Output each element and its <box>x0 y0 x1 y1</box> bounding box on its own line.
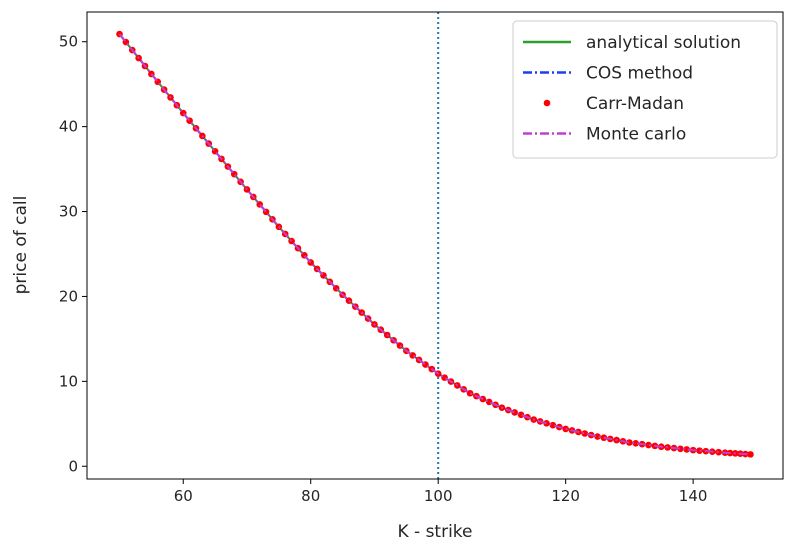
carr-madan-point <box>677 445 684 453</box>
carr-madan-point <box>581 430 589 437</box>
y-tick-label: 0 <box>68 457 78 475</box>
series-layer <box>116 30 754 458</box>
carr-madan-point <box>747 451 754 458</box>
carr-madan-point <box>683 446 691 453</box>
carr-madan-point <box>626 439 633 446</box>
x-tick-label: 80 <box>301 487 320 505</box>
carr-madan-point <box>345 297 353 304</box>
carr-madan-point <box>396 342 404 349</box>
carr-madan-point <box>594 433 601 440</box>
y-tick-label: 40 <box>59 118 78 136</box>
legend-box <box>512 20 778 159</box>
carr-madan-point <box>696 447 703 454</box>
x-tick-label: 140 <box>679 487 708 505</box>
legend-label-carr-madan: Carr-Madan <box>586 94 684 114</box>
carr-madan-point <box>288 237 295 245</box>
y-tick-label: 20 <box>59 287 78 305</box>
carr-madan-point <box>543 419 550 427</box>
series-monte-carlo-line <box>118 33 751 456</box>
legend-swatch-carr-madan <box>543 99 551 107</box>
x-tick-label: 60 <box>174 487 193 505</box>
y-tick-label: 50 <box>59 33 78 51</box>
legend-label-analytical-solution: analytical solution <box>586 33 741 53</box>
x-ticks: 60 80 100 120 140 <box>174 479 708 505</box>
y-tick-label: 10 <box>59 372 78 390</box>
carr-madan-point <box>632 440 640 447</box>
x-axis-label: K - strike <box>397 522 472 542</box>
carr-madan-point <box>645 441 652 449</box>
carr-madan-point <box>549 421 557 429</box>
legend-label-monte-carlo: Monte carlo <box>586 125 686 145</box>
y-axis-label: price of call <box>11 196 31 295</box>
plot-frame <box>86 11 784 480</box>
legend-label-cos-method: COS method <box>586 64 693 84</box>
y-tick-label: 30 <box>59 203 78 221</box>
y-ticks: 0 10 20 30 40 50 <box>59 33 87 475</box>
x-tick-label: 100 <box>424 487 453 505</box>
x-tick-label: 120 <box>551 487 580 505</box>
legend: analytical solution COS method Carr-Madan M… <box>512 20 778 159</box>
